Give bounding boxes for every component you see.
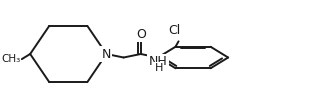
Text: O: O [136,28,146,41]
Text: H: H [155,63,163,73]
Text: N: N [102,48,111,60]
Text: CH₃: CH₃ [1,54,20,64]
Text: Cl: Cl [168,24,180,37]
Text: NH: NH [148,55,167,68]
